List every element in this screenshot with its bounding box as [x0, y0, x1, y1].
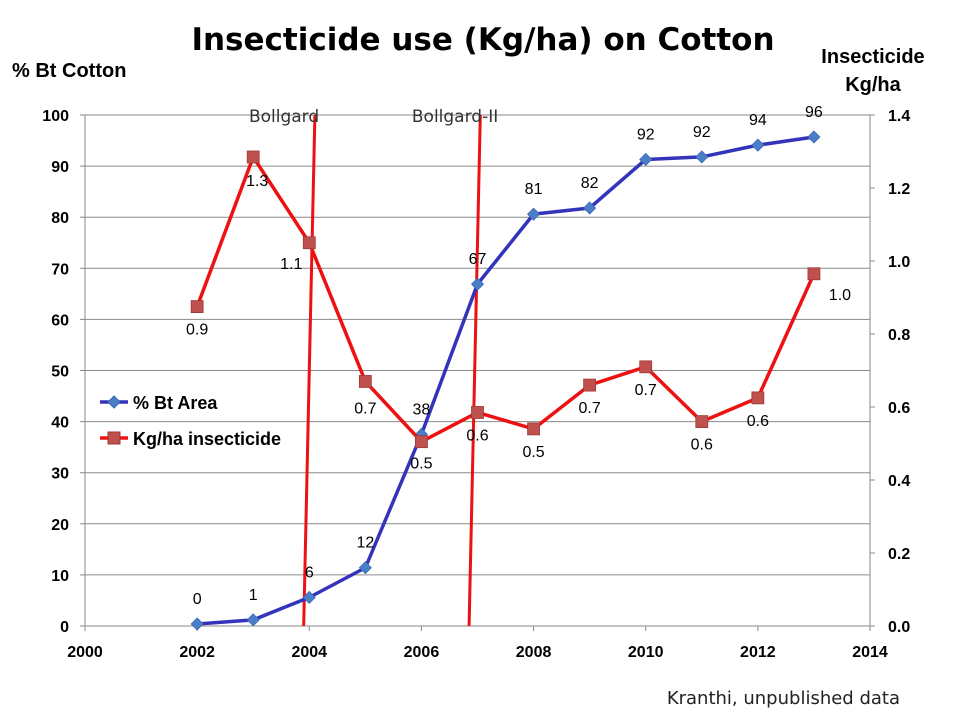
- x-tick-label: 2000: [67, 644, 103, 661]
- left-y-tick-label: 60: [51, 312, 69, 329]
- right-y-tick-label: 0.6: [888, 400, 910, 417]
- bt-area-data-label: 94: [749, 112, 767, 129]
- insecticide-data-label: 1.0: [829, 287, 851, 304]
- insecticide-data-label: 0.5: [410, 456, 432, 473]
- left-y-tick-label: 0: [60, 619, 69, 636]
- milestone-line: [302, 114, 317, 627]
- bt-area-point: [751, 138, 765, 152]
- insecticide-point: [807, 267, 821, 281]
- bt-area-data-label: 6: [305, 564, 314, 581]
- left-y-tick-label: 90: [51, 159, 69, 176]
- milestone-label: Bollgard: [249, 107, 319, 127]
- right-y-tick-label: 0.0: [888, 619, 910, 636]
- plot-area: 01020304050607080901000.00.20.40.60.81.0…: [42, 104, 910, 661]
- x-tick-label: 2008: [516, 644, 552, 661]
- right-axis-title-line-1: Insecticide: [821, 46, 924, 68]
- insecticide-data-label: 0.6: [691, 437, 713, 454]
- legend-label-insecticide: Kg/ha insecticide: [133, 429, 281, 449]
- insecticide-point: [751, 391, 765, 405]
- bt-area-data-label: 92: [637, 126, 655, 143]
- insecticide-point: [527, 422, 540, 436]
- left-y-tick-label: 40: [51, 415, 69, 432]
- x-tick-label: 2004: [291, 644, 327, 661]
- insecticide-point: [415, 435, 428, 449]
- insecticide-point: [190, 300, 204, 314]
- bt-area-point: [807, 130, 821, 144]
- bt-area-point: [302, 590, 316, 604]
- insecticide-point: [471, 406, 484, 419]
- insecticide-data-label: 0.6: [466, 427, 488, 444]
- bt-area-point: [527, 207, 541, 221]
- right-y-tick-label: 0.2: [888, 546, 910, 563]
- insecticide-data-label: 0.9: [186, 322, 208, 339]
- bt-area-point: [695, 150, 709, 164]
- bt-area-point: [583, 201, 597, 215]
- insecticide-data-label: 1.3: [246, 173, 268, 190]
- right-axis-title-line-2: Kg/ha: [845, 74, 901, 96]
- left-y-tick-label: 10: [51, 568, 69, 585]
- right-y-tick-label: 0.8: [888, 327, 910, 344]
- insecticide-data-label: 0.7: [579, 400, 601, 417]
- bt-area-point: [358, 561, 372, 575]
- chart-title: Insecticide use (Kg/ha) on Cotton: [191, 22, 774, 58]
- x-tick-label: 2002: [179, 644, 215, 661]
- insecticide-point: [358, 375, 372, 388]
- left-y-tick-label: 100: [42, 108, 69, 125]
- series-line-insecticide: [195, 155, 816, 444]
- right-y-tick-label: 1.0: [888, 254, 910, 271]
- bt-area-data-label: 82: [581, 175, 599, 192]
- bt-area-data-label: 12: [356, 535, 374, 552]
- left-y-tick-label: 30: [51, 466, 69, 483]
- insecticide-data-label: 0.7: [635, 382, 657, 399]
- source-credit: Kranthi, unpublished data: [667, 688, 900, 709]
- bt-area-point: [639, 152, 653, 167]
- milestone-label: Bollgard-II: [412, 107, 498, 127]
- left-y-tick-label: 70: [51, 261, 69, 278]
- right-y-tick-label: 0.4: [888, 473, 910, 490]
- bt-area-point: [470, 277, 485, 291]
- bt-area-data-label: 67: [469, 251, 487, 268]
- bt-area-data-label: 38: [413, 401, 431, 418]
- x-tick-label: 2006: [404, 644, 440, 661]
- bt-area-data-label: 81: [525, 181, 543, 198]
- insecticide-point: [246, 150, 260, 164]
- bt-area-point: [190, 617, 204, 631]
- insecticide-data-label: 1.1: [280, 256, 302, 273]
- bt-area-data-label: 92: [693, 124, 711, 141]
- legend-label-bt-area: % Bt Area: [133, 393, 218, 413]
- legend-marker-diamond: [107, 395, 121, 409]
- insecticide-point: [583, 378, 597, 392]
- left-axis-title: % Bt Cotton: [12, 60, 126, 82]
- left-y-tick-label: 50: [51, 364, 69, 381]
- milestone-line: [467, 114, 482, 627]
- insecticide-data-label: 0.6: [747, 413, 769, 430]
- left-y-tick-label: 80: [51, 210, 69, 227]
- series-line-bt-area: [197, 135, 815, 626]
- x-tick-label: 2010: [628, 644, 664, 661]
- bt-area-data-label: 96: [805, 104, 823, 121]
- bt-area-data-label: 1: [249, 587, 258, 604]
- insecticide-point: [639, 360, 653, 374]
- insecticide-point: [695, 415, 709, 429]
- right-y-tick-label: 1.4: [888, 108, 910, 125]
- right-y-tick-label: 1.2: [888, 181, 910, 198]
- legend-marker-square: [107, 431, 121, 445]
- bt-area-point: [246, 613, 260, 627]
- insecticide-data-label: 0.5: [522, 444, 544, 461]
- left-y-tick-label: 20: [51, 517, 69, 534]
- insecticide-point: [302, 236, 316, 250]
- x-tick-label: 2012: [740, 644, 776, 661]
- x-tick-label: 2014: [852, 644, 888, 661]
- bt-area-data-label: 0: [193, 591, 202, 608]
- insecticide-data-label: 0.7: [354, 400, 376, 417]
